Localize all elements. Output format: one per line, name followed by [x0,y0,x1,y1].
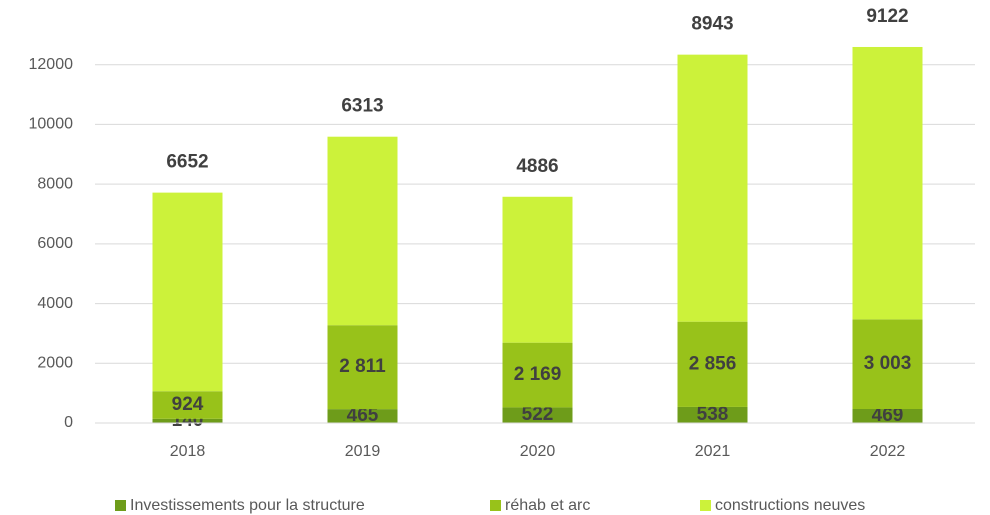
x-tick-label: 2022 [870,443,906,460]
value-label: 6313 [341,96,383,117]
x-tick-label: 2018 [170,443,206,460]
value-label: 2 169 [514,364,562,385]
bar-segment [502,342,573,408]
legend-swatch [700,500,711,511]
value-label: 2 811 [339,356,386,377]
y-tick-label: 12000 [29,56,74,73]
legend-swatch [490,500,501,511]
value-label: 522 [522,404,554,425]
bar-segment [327,136,398,326]
legend-swatch [115,500,126,511]
value-label: 2 856 [689,353,737,374]
bar-segment [677,54,748,322]
y-tick-label: 4000 [37,295,73,312]
value-label: 3 003 [864,353,912,374]
y-tick-label: 10000 [29,116,74,133]
value-label: 465 [347,405,379,426]
value-label: 8943 [691,14,733,35]
legend-label: constructions neuves [715,497,865,514]
bar-segment [852,46,923,320]
bar-segment [327,325,398,410]
bar-segment [502,196,573,343]
bar-segment [152,192,223,392]
y-tick-label: 2000 [37,355,73,372]
legend-label: réhab et arc [505,497,590,514]
x-tick-label: 2021 [695,443,731,460]
bar-segment [502,407,573,423]
y-tick-label: 0 [64,414,73,431]
value-label: 924 [172,394,204,415]
bar-segment [852,408,923,423]
value-label: 469 [872,405,904,426]
legend-label: Investissements pour la structure [130,497,365,514]
bar-segment [852,319,923,409]
value-label: 9122 [866,6,908,27]
y-tick-label: 8000 [37,175,73,192]
bar-segment [152,391,223,419]
bar-segment [152,418,223,423]
value-label: 4886 [516,156,558,177]
bar-segment [327,409,398,423]
x-tick-label: 2020 [520,443,556,460]
bar-segment [677,406,748,423]
y-tick-label: 6000 [37,235,73,252]
value-label: 6652 [166,152,208,173]
value-label: 538 [697,404,729,425]
x-tick-label: 2019 [345,443,381,460]
bar-segment [677,321,748,407]
